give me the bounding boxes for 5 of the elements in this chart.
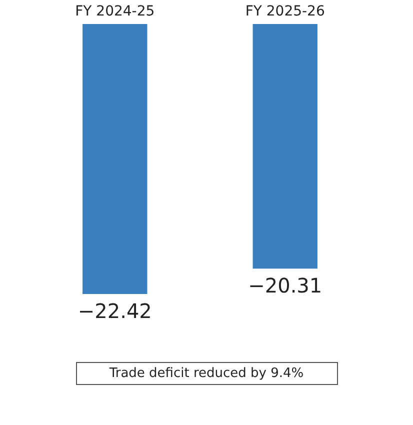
x-tick-label: FY 2025-26 — [245, 4, 325, 20]
data-label: −20.31 — [248, 274, 322, 298]
data-label: −22.42 — [78, 299, 152, 323]
text: Trade deficit reduced by 9.4% — [108, 366, 305, 381]
x-tick-label: FY 2024-25 — [75, 4, 155, 20]
